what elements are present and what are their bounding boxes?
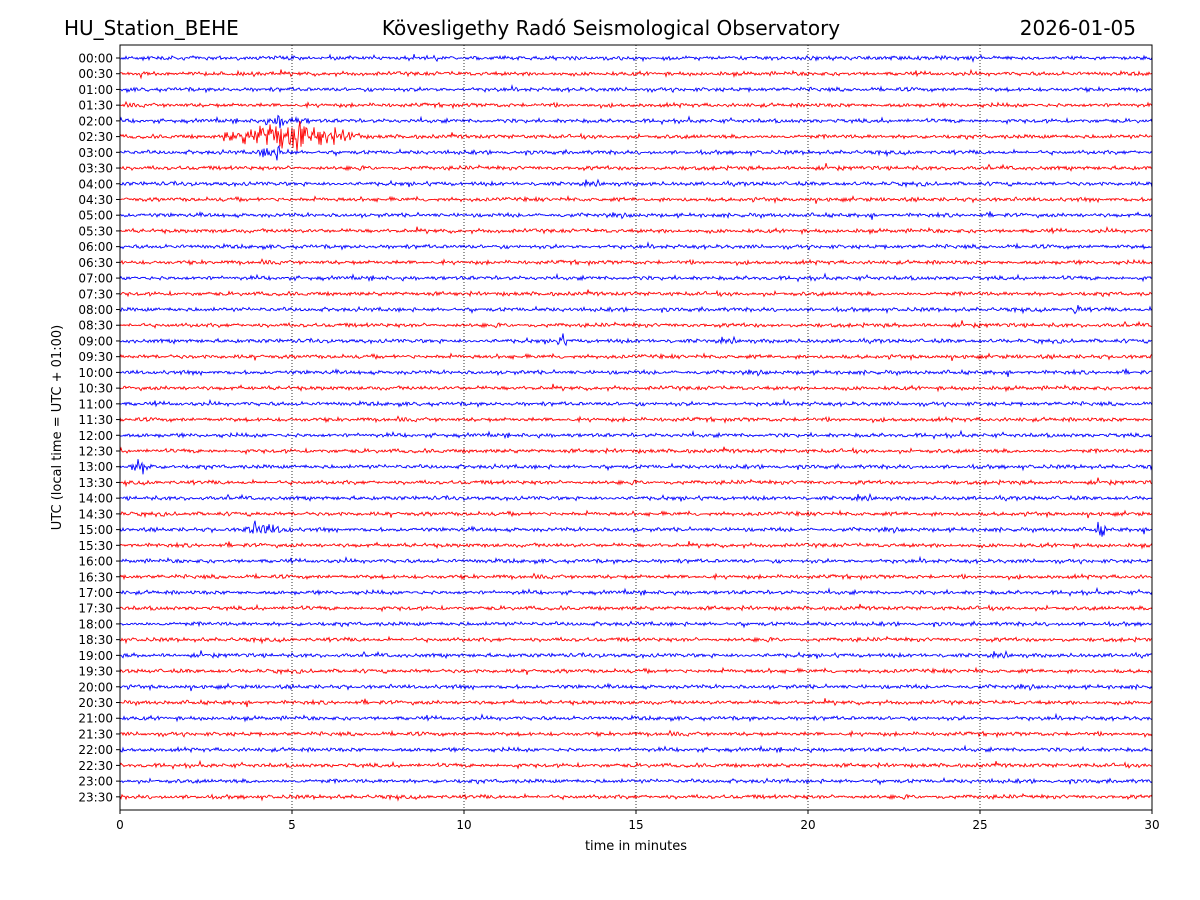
y-tick-label: 19:00 (78, 649, 113, 663)
trace-0730 (120, 289, 1153, 298)
y-tick-label: 16:00 (78, 555, 113, 569)
y-tick-label: 18:00 (78, 617, 113, 631)
y-tick-label: 02:00 (78, 114, 113, 128)
date-label: 2026-01-05 (1019, 16, 1136, 40)
y-tick-label: 23:30 (78, 790, 113, 804)
y-tick-label: 12:30 (78, 445, 113, 459)
y-tick-label: 17:30 (78, 602, 113, 616)
trace-0030 (119, 68, 1153, 80)
trace-0230 (119, 120, 1153, 152)
y-tick-label: 00:30 (78, 67, 113, 81)
x-tick-label: 25 (972, 818, 987, 832)
y-tick-label: 02:30 (78, 130, 113, 144)
y-tick-label: 21:30 (78, 727, 113, 741)
traces-group (119, 53, 1153, 802)
y-tick-label: 21:00 (78, 712, 113, 726)
trace-2030 (119, 698, 1153, 708)
y-tick-label: 20:30 (78, 696, 113, 710)
y-tick-label: 17:00 (78, 586, 113, 600)
trace-0530 (119, 225, 1153, 236)
y-tick-label: 15:30 (78, 539, 113, 553)
y-tick-label: 04:00 (78, 177, 113, 191)
y-tick-label: 08:00 (78, 303, 113, 317)
y-tick-label: 09:30 (78, 350, 113, 364)
y-tick-label: 18:30 (78, 633, 113, 647)
y-tick-label: 01:00 (78, 83, 113, 97)
trace-0830 (119, 320, 1153, 329)
trace-1300 (119, 459, 1153, 475)
x-tick-label: 0 (116, 818, 124, 832)
y-tick-label: 12:00 (78, 429, 113, 443)
y-tick-label: 09:00 (78, 334, 113, 348)
y-tick-label: 15:00 (78, 523, 113, 537)
y-tick-label: 08:30 (78, 319, 113, 333)
x-tick-label: 10 (456, 818, 471, 832)
trace-0000 (119, 53, 1153, 63)
y-tick-label: 01:30 (78, 99, 113, 113)
y-tick-label: 07:00 (78, 272, 113, 286)
y-tick-label: 20:00 (78, 680, 113, 694)
x-ticks-group: 0 5 10 15 20 25 30 (116, 810, 1160, 832)
y-tick-label: 14:00 (78, 492, 113, 506)
grid-group (291, 45, 981, 810)
y-tick-label: 22:00 (78, 743, 113, 757)
y-tick-label: 06:30 (78, 256, 113, 270)
trace-0330 (119, 163, 1153, 172)
y-tick-label: 16:30 (78, 570, 113, 584)
y-tick-label: 07:30 (78, 287, 113, 301)
x-tick-label: 30 (1144, 818, 1159, 832)
y-tick-label: 13:30 (78, 476, 113, 490)
y-tick-label: 11:00 (78, 397, 113, 411)
y-tick-label: 10:00 (78, 366, 113, 380)
y-tick-label: 11:30 (78, 413, 113, 427)
trace-1100 (119, 398, 1153, 408)
y-tick-label: 10:30 (78, 382, 113, 396)
y-tick-label: 13:00 (78, 460, 113, 474)
x-tick-label: 15 (628, 818, 643, 832)
trace-0600 (119, 241, 1153, 251)
trace-1430 (119, 509, 1153, 519)
trace-1730 (119, 603, 1153, 613)
trace-0500 (119, 210, 1153, 220)
y-tick-label: 23:00 (78, 775, 113, 789)
trace-1330 (119, 477, 1153, 488)
trace-2330 (119, 792, 1153, 802)
y-tick-label: 00:00 (78, 52, 113, 66)
observatory-title: Kövesligethy Radó Seismological Observat… (381, 16, 841, 40)
y-tick-label: 06:00 (78, 240, 113, 254)
y-tick-label: 14:30 (78, 507, 113, 521)
y-tick-label: 03:00 (78, 146, 113, 160)
y-tick-label: 03:30 (78, 162, 113, 176)
trace-1930 (119, 666, 1153, 676)
station-name: HU_Station_BEHE (64, 16, 239, 40)
x-tick-label: 5 (288, 818, 296, 832)
y-tick-label: 22:30 (78, 759, 113, 773)
y-tick-label: 05:00 (78, 209, 113, 223)
x-axis-label: time in minutes (585, 839, 687, 854)
trace-0700 (119, 272, 1153, 283)
y-tick-label: 04:30 (78, 193, 113, 207)
y-axis-label: UTC (local time = UTC + 01:00) (50, 325, 65, 530)
trace-0100 (119, 83, 1153, 94)
trace-0430 (119, 195, 1153, 204)
y-tick-label: 19:30 (78, 665, 113, 679)
x-tick-label: 20 (800, 818, 815, 832)
y-tick-label: 05:30 (78, 224, 113, 238)
